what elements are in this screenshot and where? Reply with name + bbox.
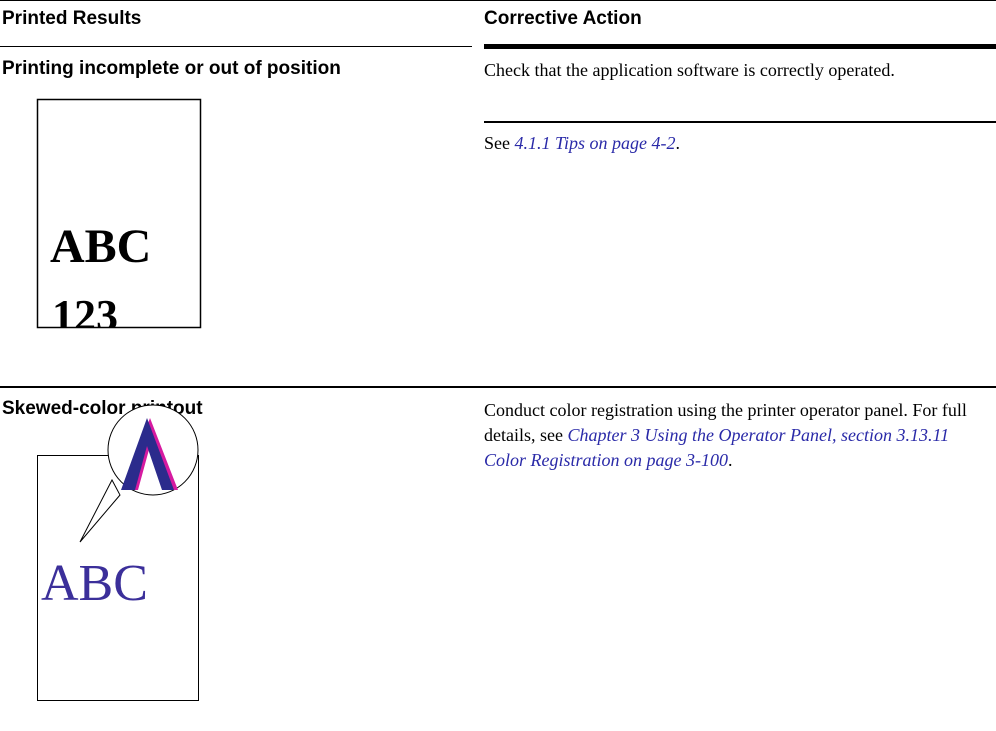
action: See 4.1.1 Tips on page 4-2. (484, 131, 989, 156)
column-header: Corrective Action (484, 8, 642, 29)
rule (0, 386, 996, 388)
sample-text: 123 (52, 291, 118, 340)
sample-text: ABC (50, 220, 151, 273)
text: See (484, 133, 515, 153)
sample-text: ABC (41, 555, 148, 612)
rule (0, 0, 996, 1)
text: Conduct color registration using the pri… (484, 400, 967, 445)
text: Check that the application software is c… (484, 60, 895, 80)
link[interactable]: Chapter 3 Using the Operator Panel, sect… (484, 425, 950, 470)
action: Check that the application software is c… (484, 58, 989, 83)
rule (484, 121, 996, 123)
magnified-letter (121, 418, 174, 490)
action: Conduct color registration using the pri… (484, 398, 989, 473)
rule (484, 44, 996, 49)
rule (0, 46, 472, 47)
column-header: Printed Results (2, 8, 142, 29)
text: . (675, 133, 681, 153)
link[interactable]: 4.1.1 Tips on page 4-2 (514, 133, 676, 153)
callout-pointer (79, 478, 121, 543)
paper (36, 98, 202, 329)
row-title: Printing incomplete or out of position (2, 58, 341, 79)
text: . (728, 450, 733, 470)
